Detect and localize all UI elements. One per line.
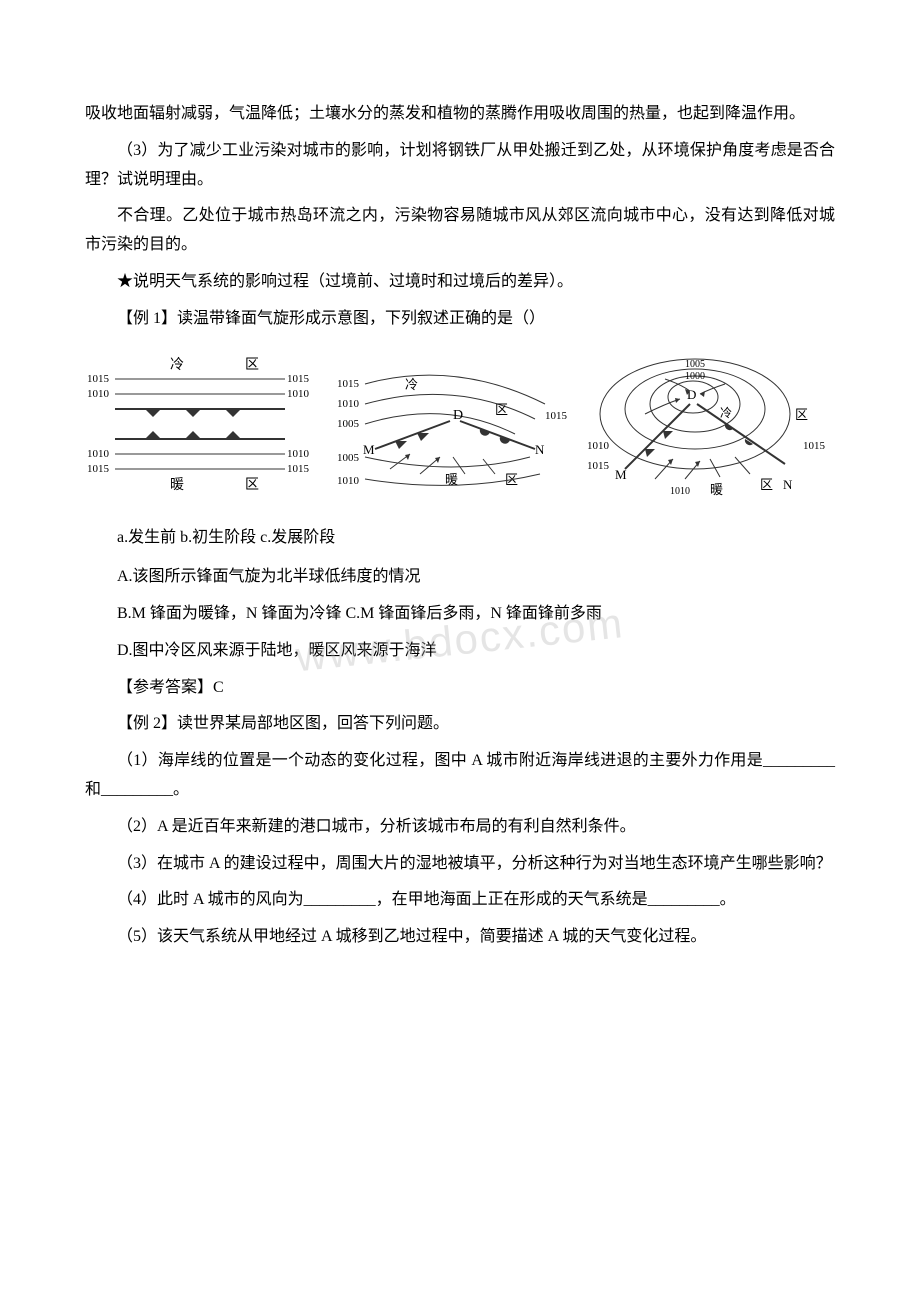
isobar-1015-tr: 1015 <box>287 373 310 385</box>
isobar-1010-br: 1010 <box>287 448 310 460</box>
para-a3: 不合理。乙处位于城市热岛环流之内，污染物容易随城市风从郊区流向城市中心，没有达到… <box>85 202 835 260</box>
label-b-N: N <box>535 442 545 457</box>
label-c-N: N <box>783 477 793 492</box>
para-star: ★说明天气系统的影响过程（过境前、过境时和过境后的差异）。 <box>85 268 835 297</box>
label-b-cold: 冷 <box>405 377 418 392</box>
isobar-b-1015r: 1015 <box>545 410 568 422</box>
para-q2-1: （1）海岸线的位置是一个动态的变化过程，图中 A 城市附近海岸线进退的主要外力作… <box>85 747 835 805</box>
diagram-a: 冷 区 1015 1015 1010 1010 1010 1010 1015 <box>85 349 325 510</box>
isobar-c-1000: 1000 <box>685 371 705 382</box>
label-b-zone: 区 <box>495 402 508 417</box>
isobar-1015-br: 1015 <box>287 463 310 475</box>
isobar-c-1015r: 1015 <box>803 440 826 452</box>
option-a: A.该图所示锋面气旋为北半球低纬度的情况 <box>85 563 835 592</box>
para-q3: （3）为了减少工业污染对城市的影响，计划将钢铁厂从甲处搬迁到乙处，从环境保护角度… <box>85 137 835 195</box>
isobar-c-1010b: 1010 <box>670 486 690 497</box>
label-zone-bottom: 区 <box>245 477 259 493</box>
isobar-1015-tl: 1015 <box>87 373 110 385</box>
isobar-1010-tr: 1010 <box>287 388 310 400</box>
label-zone-top: 区 <box>245 357 259 373</box>
isobar-1010-tl: 1010 <box>87 388 110 400</box>
isobar-b-1005: 1005 <box>337 418 360 430</box>
isobar-b-1010: 1010 <box>337 398 360 410</box>
para-q2-2: （2）A 是近百年来新建的港口城市，分析该城市布局的有利自然利条件。 <box>85 813 835 842</box>
diagram-b: 1015 1010 1005 冷 D 区 1015 M N <box>335 349 575 510</box>
para-intro: 吸收地面辐射减弱，气温降低；土壤水分的蒸发和植物的蒸腾作用吸收周围的热量，也起到… <box>85 100 835 129</box>
diagram-caption: a.发生前 b.初生阶段 c.发展阶段 <box>85 524 835 553</box>
para-example1: 【例 1】读温带锋面气旋形成示意图，下列叙述正确的是（） <box>85 305 835 334</box>
isobar-b-1010b: 1010 <box>337 475 360 487</box>
isobar-1015-bl: 1015 <box>87 463 110 475</box>
isobar-c-1010: 1010 <box>587 440 610 452</box>
para-answer: 【参考答案】C <box>85 674 835 703</box>
option-d: D.图中冷区风来源于陆地，暖区风来源于海洋 <box>85 637 835 666</box>
label-c-cold: 冷 <box>720 406 732 420</box>
label-cold: 冷 <box>170 357 184 373</box>
isobar-c-1005: 1005 <box>685 359 705 370</box>
isobar-b-1005b: 1005 <box>337 452 360 464</box>
para-example2: 【例 2】读世界某局部地区图，回答下列问题。 <box>85 710 835 739</box>
isobar-c-1015l: 1015 <box>587 460 610 472</box>
isobar-1010-bl: 1010 <box>87 448 110 460</box>
isobar-b-1015: 1015 <box>337 378 360 390</box>
para-q2-5: （5）该天气系统从甲地经过 A 城移到乙地过程中，简要描述 A 城的天气变化过程… <box>85 923 835 952</box>
option-b-c: B.M 锋面为暖锋，N 锋面为冷锋 C.M 锋面锋后多雨，N 锋面锋前多雨 <box>85 600 835 629</box>
label-c-zone: 区 <box>795 407 808 422</box>
label-c-zone2: 区 <box>760 477 773 492</box>
label-b-M: M <box>363 442 375 457</box>
diagram-row: 冷 区 1015 1015 1010 1010 1010 1010 1015 <box>85 349 835 510</box>
label-warm: 暖 <box>170 477 184 493</box>
para-q2-3: （3）在城市 A 的建设过程中，周围大片的湿地被填平，分析这种行为对当地生态环境… <box>85 850 835 879</box>
diagram-c: 1005 1000 D 冷 M 区 <box>585 349 835 510</box>
label-c-M: M <box>615 467 627 482</box>
para-q2-4: （4）此时 A 城市的风向为_________，在甲地海面上正在形成的天气系统是… <box>85 886 835 915</box>
label-c-warm: 暖 <box>710 482 723 497</box>
label-c-D: D <box>687 387 696 402</box>
